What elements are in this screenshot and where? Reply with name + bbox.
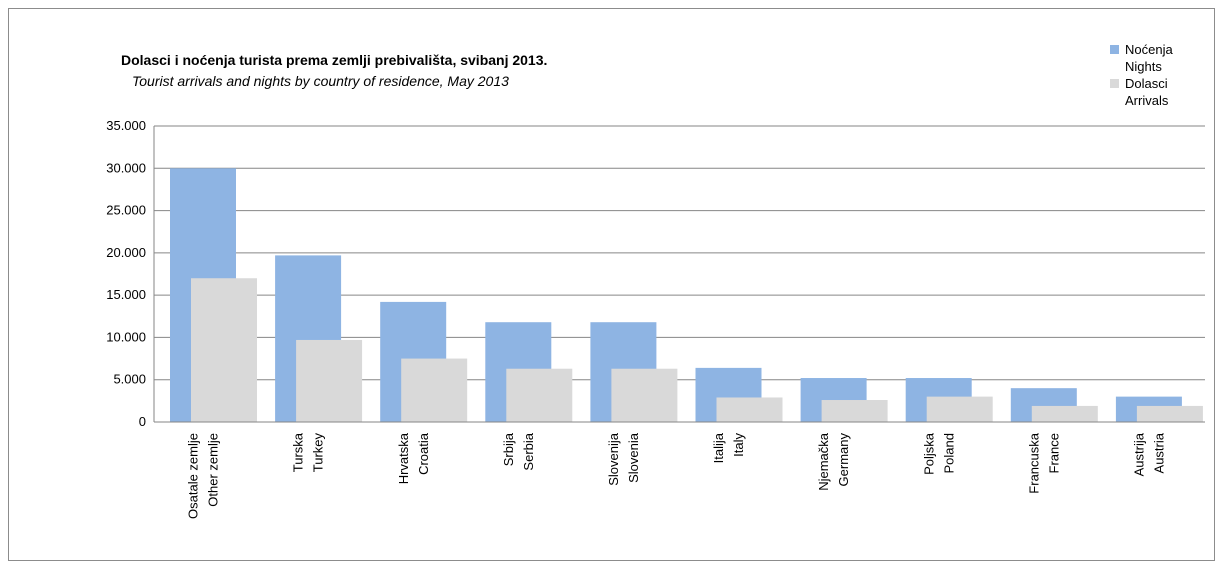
bar-arrivals	[1136, 405, 1203, 422]
x-tick-label: Slovenia	[626, 432, 641, 483]
x-tick-label: France	[1046, 433, 1061, 473]
x-tick-label: Njemačka	[816, 432, 831, 491]
chart-legend: Noćenja Nights Dolasci Arrivals	[1110, 41, 1173, 109]
y-tick-label: 20.000	[106, 245, 146, 260]
bar-arrivals	[611, 368, 678, 422]
bar-arrivals	[1031, 405, 1098, 422]
x-tick-label: Slovenija	[606, 432, 621, 486]
x-tick-label: Croatia	[416, 432, 431, 475]
legend-swatch-arrivals	[1110, 79, 1119, 88]
legend-label-arrivals-en: Arrivals	[1125, 93, 1169, 108]
y-tick-label: 25.000	[106, 203, 146, 218]
y-tick-label: 10.000	[106, 329, 146, 344]
legend-label-nights-en: Nights	[1125, 59, 1162, 74]
legend-label-nights-hr: Noćenja	[1125, 42, 1173, 57]
y-tick-label: 15.000	[106, 287, 146, 302]
x-tick-label: Other zemlje	[206, 433, 221, 507]
bar-arrivals	[401, 358, 468, 422]
bar-arrivals	[821, 400, 888, 422]
x-tick-label: Poland	[941, 433, 956, 473]
chart-subtitle: Tourist arrivals and nights by country o…	[132, 73, 509, 89]
x-tick-label: Germany	[836, 433, 851, 487]
x-tick-label: Austrija	[1131, 432, 1146, 476]
x-tick-label: Serbia	[521, 432, 536, 470]
x-tick-label: Turkey	[311, 433, 326, 473]
x-tick-label: Osatale zemlje	[186, 433, 201, 519]
y-tick-label: 0	[139, 414, 146, 429]
bar-arrivals	[716, 397, 783, 422]
bar-arrivals	[191, 278, 257, 422]
y-tick-label: 30.000	[106, 160, 146, 175]
x-tick-label: Srbija	[501, 432, 516, 466]
x-tick-label: Italy	[731, 433, 746, 457]
legend-label-arrivals-hr: Dolasci	[1125, 76, 1168, 91]
x-tick-label: Austria	[1151, 432, 1166, 473]
chart-title: Dolasci i noćenja turista prema zemlji p…	[121, 52, 548, 68]
y-tick-label: 35.000	[106, 118, 146, 133]
legend-swatch-nights	[1110, 45, 1119, 54]
legend-entry-nights: Noćenja Nights	[1110, 41, 1173, 75]
legend-entry-arrivals: Dolasci Arrivals	[1110, 75, 1173, 109]
bar-arrivals	[926, 396, 993, 422]
x-tick-label: Hrvatska	[396, 432, 411, 484]
bar-arrivals	[296, 339, 363, 422]
x-tick-label: Francuska	[1026, 432, 1041, 493]
x-tick-label: Italija	[711, 432, 726, 463]
x-tick-label: Turska	[291, 432, 306, 472]
x-tick-label: Poljska	[921, 432, 936, 475]
bar-arrivals	[506, 368, 573, 422]
y-tick-label: 5.000	[113, 372, 146, 387]
